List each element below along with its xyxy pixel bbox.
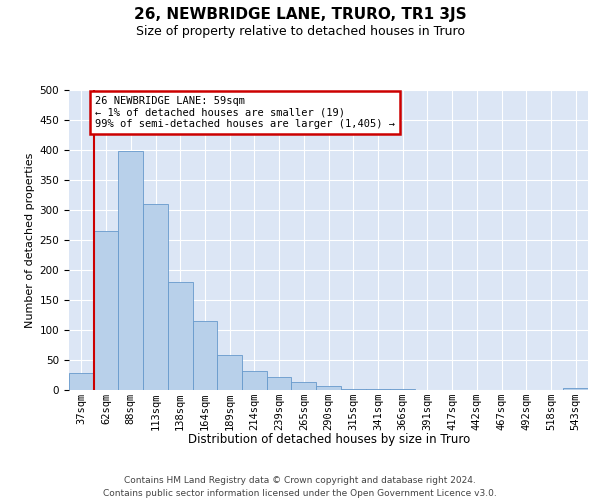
Bar <box>341 389 365 390</box>
Bar <box>292 382 316 390</box>
Text: 26 NEWBRIDGE LANE: 59sqm
← 1% of detached houses are smaller (19)
99% of semi-de: 26 NEWBRIDGE LANE: 59sqm ← 1% of detache… <box>95 96 395 129</box>
Text: Contains HM Land Registry data © Crown copyright and database right 2024.
Contai: Contains HM Land Registry data © Crown c… <box>103 476 497 498</box>
Text: 26, NEWBRIDGE LANE, TRURO, TR1 3JS: 26, NEWBRIDGE LANE, TRURO, TR1 3JS <box>134 8 466 22</box>
Bar <box>118 151 143 390</box>
Text: Distribution of detached houses by size in Truro: Distribution of detached houses by size … <box>188 432 470 446</box>
Bar <box>168 282 193 390</box>
Bar <box>69 373 94 390</box>
Bar <box>242 371 267 390</box>
Bar <box>217 355 242 390</box>
Bar <box>143 204 168 390</box>
Bar <box>193 321 217 390</box>
Bar <box>267 377 292 390</box>
Bar <box>316 386 341 390</box>
Text: Size of property relative to detached houses in Truro: Size of property relative to detached ho… <box>136 25 464 38</box>
Bar <box>94 231 118 390</box>
Bar <box>563 388 588 390</box>
Y-axis label: Number of detached properties: Number of detached properties <box>25 152 35 328</box>
